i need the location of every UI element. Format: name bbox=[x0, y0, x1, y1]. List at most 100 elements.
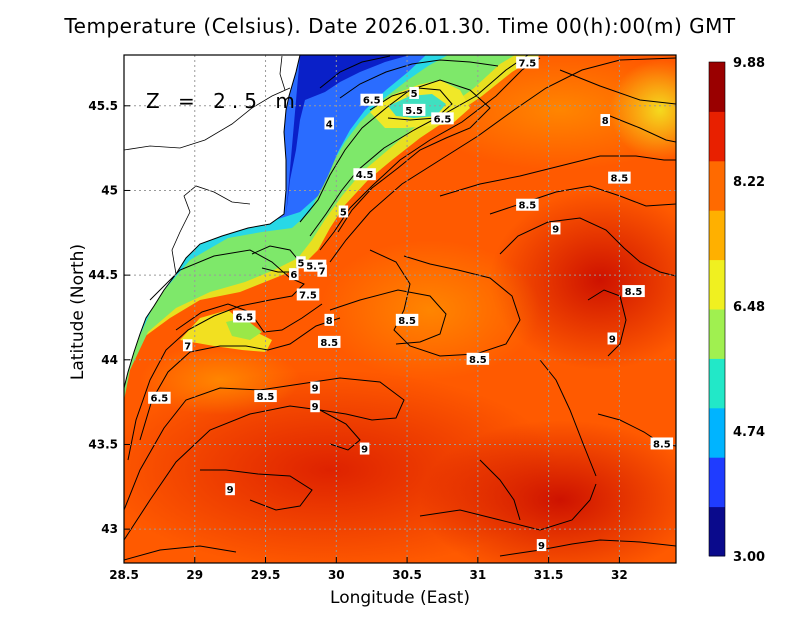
y-tick-label: 43.5 bbox=[88, 437, 118, 451]
contour-label-bg bbox=[516, 56, 539, 69]
contour-label: 8.5 bbox=[611, 174, 629, 185]
colorbar-tick-label: 9.88 bbox=[733, 56, 765, 71]
x-axis-ticks: 28.5 29 29.5 30 30.5 31 31.5 32 bbox=[109, 557, 628, 582]
x-tick-label: 29.5 bbox=[251, 568, 281, 582]
contour-label-bg bbox=[600, 114, 610, 127]
chart-title: Temperature (Celsius). Date 2026.01.30. … bbox=[64, 14, 736, 38]
colorbar-tick-label: 4.74 bbox=[733, 425, 765, 440]
colorbar-segment bbox=[709, 457, 725, 508]
contour-line bbox=[499, 217, 676, 277]
contour-label-bg bbox=[608, 171, 631, 184]
warm-blob-se bbox=[420, 420, 676, 563]
colorbar-segment bbox=[709, 160, 725, 211]
contour-line bbox=[479, 459, 521, 521]
contour-label-bg bbox=[360, 93, 383, 106]
colorbar-segment bbox=[709, 62, 725, 112]
contour-label: 7.5 bbox=[519, 58, 537, 69]
contour-label: 8.5 bbox=[398, 316, 416, 327]
contour-line bbox=[329, 289, 447, 345]
contour-label-bg bbox=[317, 335, 341, 348]
contour-label-bg bbox=[353, 168, 376, 181]
contour-line bbox=[200, 469, 313, 511]
colorbar: 9.88 8.22 6.48 4.74 3.00 bbox=[708, 56, 765, 565]
contour-line bbox=[559, 69, 676, 105]
contour-label-bg bbox=[225, 483, 235, 496]
contour-label: 4 bbox=[326, 119, 333, 130]
contour-label-bg bbox=[550, 222, 561, 235]
contour-label-bg bbox=[317, 264, 327, 277]
contour-line bbox=[175, 303, 323, 333]
contour-line bbox=[319, 55, 391, 89]
contour-label-bg bbox=[338, 205, 349, 218]
contour-label: 7 bbox=[184, 341, 191, 352]
contour-label-bg bbox=[650, 437, 674, 450]
contour-label: 5.5 bbox=[306, 262, 324, 273]
contour-label-bg bbox=[310, 381, 320, 394]
x-tick-label: 31 bbox=[469, 568, 486, 582]
y-tick-label: 44.5 bbox=[88, 268, 118, 282]
contour-label: 8.5 bbox=[257, 392, 275, 403]
contour-label: 6.5 bbox=[434, 114, 452, 125]
x-tick-label: 28.5 bbox=[109, 568, 139, 582]
colorbar-frame bbox=[708, 61, 726, 557]
contour-label: 8.5 bbox=[320, 338, 338, 349]
orange-blob-center bbox=[320, 240, 540, 380]
contour-label: 8.5 bbox=[625, 287, 643, 298]
contour-label-bg bbox=[466, 352, 490, 365]
colorbar-segment bbox=[709, 309, 725, 359]
plot-frame bbox=[123, 54, 677, 564]
contour-label-bg bbox=[233, 310, 256, 323]
contour-line bbox=[319, 57, 541, 251]
contour-line bbox=[139, 317, 341, 441]
contour-line bbox=[609, 115, 676, 143]
contour-label: 5 bbox=[411, 89, 418, 100]
contour-label-bg bbox=[254, 390, 277, 403]
contour-label: 6 bbox=[290, 270, 297, 281]
contour-label-bg bbox=[402, 103, 426, 116]
contour-label-bg bbox=[148, 391, 171, 404]
x-axis-label: Longitude (East) bbox=[330, 588, 470, 608]
coastal-yellow-tongue bbox=[180, 310, 272, 352]
contour-line bbox=[127, 249, 305, 461]
depth-label: Z = 2.5 m bbox=[146, 89, 301, 113]
contour-label: 8 bbox=[602, 116, 609, 127]
colorbar-tick-label: 3.00 bbox=[733, 550, 765, 565]
contour-line bbox=[539, 359, 597, 477]
x-tick-label: 32 bbox=[611, 568, 628, 582]
land-inner-border bbox=[124, 87, 291, 151]
contour-label: 8.5 bbox=[519, 201, 537, 212]
y-tick-label: 43 bbox=[101, 522, 118, 536]
shelf-deep-blue bbox=[286, 55, 410, 215]
y-tick-label: 44 bbox=[101, 353, 118, 367]
contour-label: 8.5 bbox=[469, 355, 487, 366]
contour-line bbox=[124, 377, 405, 511]
contour-label: 5 bbox=[297, 258, 304, 269]
contour-label-bg bbox=[296, 288, 320, 301]
contour-label-bg bbox=[622, 285, 645, 298]
contour-label: 8 bbox=[326, 316, 333, 327]
x-tick-label: 30.5 bbox=[392, 568, 422, 582]
contour-label: 9 bbox=[552, 224, 559, 235]
contour-label-bg bbox=[289, 268, 299, 281]
contour-label: 5 bbox=[340, 207, 347, 218]
coastal-green-pocket bbox=[226, 318, 262, 340]
contour-label-bg bbox=[395, 313, 419, 326]
contour-label-bg bbox=[431, 112, 454, 125]
contour-label-bg bbox=[536, 539, 547, 552]
contour-label-bg bbox=[516, 198, 539, 211]
contour-label-bg bbox=[324, 117, 334, 130]
contour-line bbox=[299, 79, 491, 233]
land-mass bbox=[124, 55, 301, 389]
contour-label: 9 bbox=[227, 485, 234, 496]
x-tick-label: 30 bbox=[328, 568, 345, 582]
contour-label: 6.5 bbox=[151, 394, 169, 405]
contour-label-bg bbox=[324, 313, 334, 326]
contour-label: 9 bbox=[361, 445, 368, 456]
y-tick-label: 45 bbox=[101, 183, 118, 197]
contour-line bbox=[439, 155, 676, 197]
contour-line bbox=[339, 59, 499, 99]
contour-label-bg bbox=[409, 86, 419, 99]
contour-line bbox=[124, 405, 361, 541]
contour-label: 6.5 bbox=[235, 312, 253, 323]
